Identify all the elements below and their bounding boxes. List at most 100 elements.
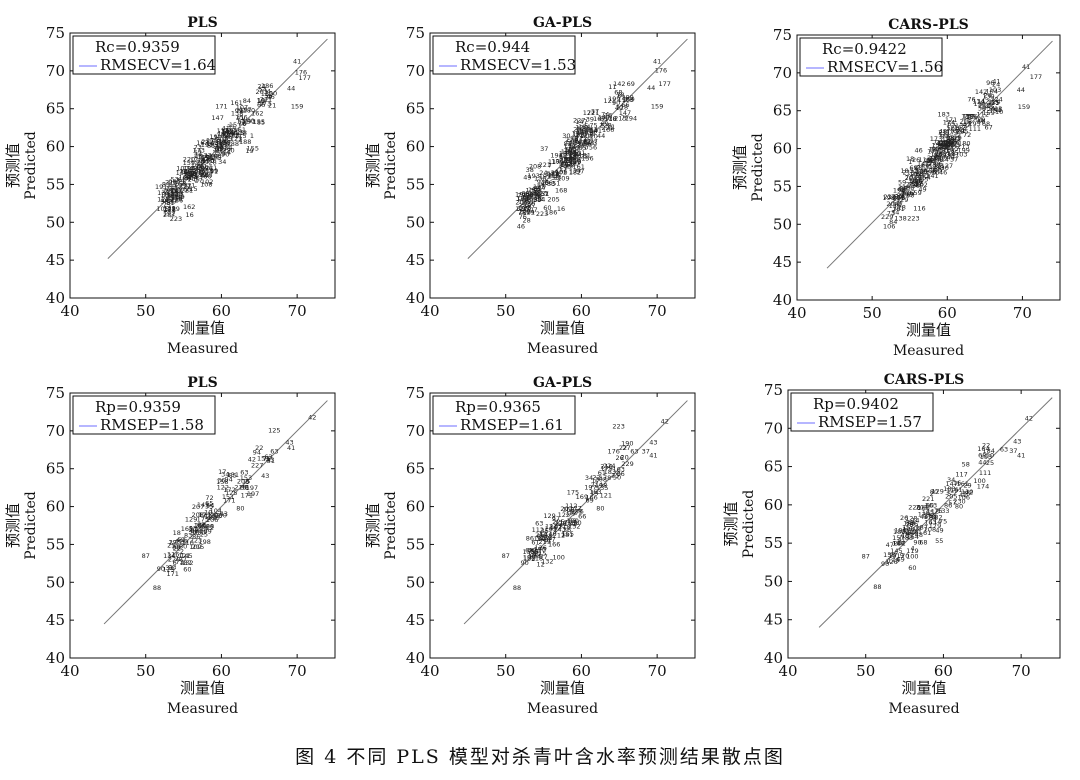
y-tick-label: 50 [46,213,65,231]
scatter-point: 20 [197,157,205,165]
scatter-point: 15 [962,118,970,126]
scatter-point: 198 [576,129,588,137]
scatter-point: 185 [946,149,958,157]
scatter-point: 15 [198,168,206,176]
scatter-point: 85 [207,142,215,150]
scatter-point: 75 [897,193,905,201]
scatter-point: 90 [221,150,229,158]
scatter-point: 112 [977,111,989,119]
labeled-point: 67 [984,124,992,132]
fit-line [467,38,688,259]
scatter-point: 86 [944,502,952,510]
scatter-point: 61 [531,538,539,546]
scatter-point: 207 [927,154,939,162]
labeled-point: 44 [647,84,655,92]
scatter-point: 121 [166,184,178,192]
scatter-point: 168 [925,512,937,520]
scatter-point: 213 [614,115,626,123]
scatter-point: 100 [176,165,188,173]
scatter-point: 192 [163,210,175,218]
scatter-point: 217 [936,138,948,146]
scatter-point: 205 [547,195,559,203]
scatter-point: 31 [227,123,235,131]
scatter-point: 14 [591,489,599,497]
y-tick-label: 55 [406,535,425,553]
scatter-point: 225 [213,150,225,158]
scatter-point: 59 [215,144,223,152]
x-label-cn: 测量值 [906,321,951,339]
labeled-point: 229 [881,213,893,221]
scatter-point: 4 [911,545,915,553]
scatter-point: 178 [547,170,559,178]
scatter-point: 10 [589,132,597,140]
scatter-point: 23 [947,138,955,146]
scatter-point: 35 [540,527,548,535]
scatter-point: 55 [530,548,538,556]
scatter-point: 227 [251,461,263,469]
labeled-point: 159 [291,103,303,111]
scatter-point: 65 [947,120,955,128]
scatter-point: 212 [906,181,918,189]
fit-line [463,400,688,625]
scatter-point: 31 [534,185,542,193]
scatter-point: 14 [911,516,919,524]
scatter-point: 24 [539,169,547,177]
scatter-point: 86 [526,535,534,543]
scatter-point: 189 [521,199,533,207]
scatter-point: 166 [548,541,560,549]
scatter-point: 69 [897,555,905,563]
scatter-point: 195 [518,197,530,205]
labeled-point: 173 [193,147,205,155]
scatter-point: 69 [585,496,593,504]
legend-box [72,395,216,435]
scatter-point: 114 [929,518,941,526]
x-label-cn: 测量值 [540,319,585,337]
scatter-point: 7 [570,156,574,164]
scatter-point: 44 [920,513,928,521]
scatter-point: 184 [578,123,590,131]
scatter-point: 46 [218,137,226,145]
scatter-point: 151 [169,187,181,195]
scatter-point: 43 [220,510,228,518]
scatter-point: 198 [595,481,607,489]
labeled-point: 132 [541,557,553,565]
scatter-point: 158 [216,478,228,486]
scatter-point: 110 [560,156,572,164]
scatter-point: 36 [563,526,571,534]
legend-box [790,392,934,432]
scatter-point: 127 [941,162,953,170]
scatter-point: 46 [517,222,525,230]
scatter-point: 76 [222,129,230,137]
scatter-point: 33 [170,190,178,198]
scatter-point: 135 [569,154,581,162]
scatter-point: 138 [211,139,223,147]
labeled-point: 25 [986,459,994,467]
scatter-point: 122 [904,528,916,536]
scatter-point: 61 [178,176,186,184]
scatter-point: 163 [589,488,601,496]
scatter-point: 38 [222,139,230,147]
x-tick-label: 60 [212,302,231,320]
scatter-point: 88 [172,543,180,551]
scatter-point: 213 [957,143,969,151]
scatter-point: 116 [912,180,924,188]
scatter-point: 190 [572,129,584,137]
scatter-point: 155 [883,551,895,559]
scatter-point: 49 [935,527,943,535]
scatter-point: 214 [591,481,603,489]
scatter-point: 125 [199,511,211,519]
scatter-point: 208 [192,511,204,519]
y-tick-label: 50 [773,215,792,233]
scatter-point: 159 [528,189,540,197]
scatter-point: 37 [950,155,958,163]
scatter-point: 44 [597,132,605,140]
x-tick-label: 70 [648,662,667,680]
scatter-point: 191 [888,552,900,560]
scatter-point: 88 [936,164,944,172]
scatter-point: 223 [196,171,208,179]
scatter-point: 46 [914,178,922,186]
scatter-point: 96 [986,79,994,87]
x-tick-label: 60 [572,302,591,320]
